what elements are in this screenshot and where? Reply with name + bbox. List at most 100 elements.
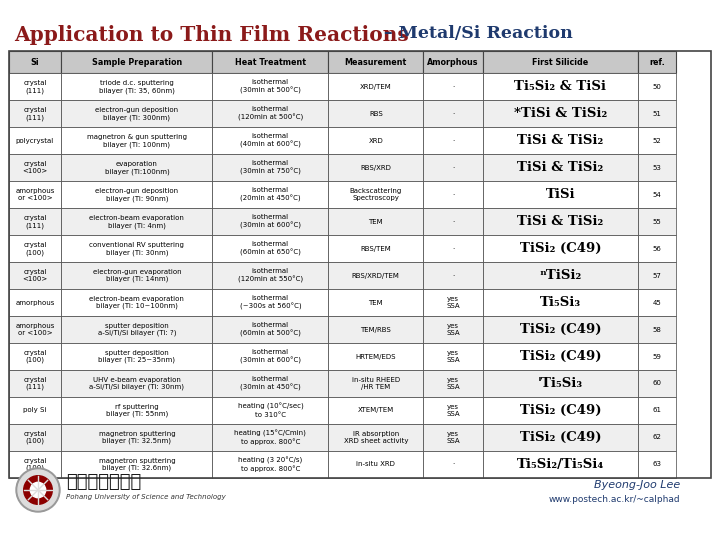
Text: TiSi₂ (C49): TiSi₂ (C49)	[520, 431, 601, 444]
Text: ·: ·	[452, 461, 454, 468]
Text: 58: 58	[652, 327, 662, 333]
Bar	[483, 100, 638, 127]
Bar	[61, 127, 212, 154]
Bar	[9, 181, 61, 208]
Bar	[9, 262, 61, 289]
Text: 51: 51	[652, 111, 662, 117]
Text: 59: 59	[652, 354, 662, 360]
Text: TiSi & TiSi₂: TiSi & TiSi₂	[517, 134, 603, 147]
Bar	[423, 424, 483, 451]
Text: triode d.c. sputtering
bilayer (Ti: 35, 60nm): triode d.c. sputtering bilayer (Ti: 35, …	[99, 80, 175, 93]
Bar	[638, 100, 676, 127]
Bar	[423, 208, 483, 235]
Bar	[638, 289, 676, 316]
Bar	[212, 451, 328, 478]
Bar	[328, 73, 423, 100]
Bar	[483, 235, 638, 262]
Text: crystal
(111): crystal (111)	[23, 80, 47, 93]
Bar	[9, 451, 61, 478]
Bar	[423, 73, 483, 100]
Bar	[483, 289, 638, 316]
Text: Ti₅Si₃: Ti₅Si₃	[540, 296, 581, 309]
Text: electron-gun deposition
bilayer (Ti: 90nm): electron-gun deposition bilayer (Ti: 90n…	[95, 188, 179, 201]
Text: yes
SSA: yes SSA	[446, 431, 460, 444]
Text: RBS: RBS	[369, 111, 383, 117]
Bar	[423, 451, 483, 478]
Text: 55: 55	[652, 219, 661, 225]
Circle shape	[18, 470, 58, 510]
Bar	[483, 370, 638, 397]
Text: amorphous
or <100>: amorphous or <100>	[15, 323, 55, 336]
Bar	[9, 370, 61, 397]
Text: electron-beam evaporation
bilayer (Ti: 4nm): electron-beam evaporation bilayer (Ti: 4…	[89, 215, 184, 228]
Bar	[328, 154, 423, 181]
Bar	[212, 316, 328, 343]
Text: RBS/XRD/TEM: RBS/XRD/TEM	[352, 273, 400, 279]
Bar	[423, 51, 483, 73]
Text: magnetron sputtering
bilayer (Ti: 32.5nm): magnetron sputtering bilayer (Ti: 32.5nm…	[99, 430, 175, 444]
Bar	[61, 343, 212, 370]
Text: TiSi₂ (C49): TiSi₂ (C49)	[520, 242, 601, 255]
Bar	[483, 343, 638, 370]
Text: Measurement: Measurement	[345, 58, 407, 67]
Text: 45: 45	[652, 300, 661, 306]
Bar	[212, 289, 328, 316]
Bar	[638, 451, 676, 478]
Bar	[9, 343, 61, 370]
Text: amorphous
or <100>: amorphous or <100>	[15, 188, 55, 201]
Text: crystal
(111): crystal (111)	[23, 215, 47, 228]
Text: isothermal
(30min at 600°C): isothermal (30min at 600°C)	[240, 349, 301, 364]
Text: sputter deposition
a-Si/Ti/Si bilayer (Ti: ?): sputter deposition a-Si/Ti/Si bilayer (T…	[98, 323, 176, 336]
Bar	[638, 316, 676, 343]
Text: isothermal
(30min at 450°C): isothermal (30min at 450°C)	[240, 376, 301, 391]
Text: ·: ·	[452, 111, 454, 117]
Text: TEM: TEM	[369, 300, 383, 306]
Text: isothermal
(60min at 500°C): isothermal (60min at 500°C)	[240, 322, 301, 337]
Bar	[9, 127, 61, 154]
Bar	[9, 424, 61, 451]
Text: conventional RV sputtering
bilayer (Ti: 30nm): conventional RV sputtering bilayer (Ti: …	[89, 242, 184, 255]
Text: yes
SSA: yes SSA	[446, 323, 460, 336]
Bar	[61, 289, 212, 316]
Text: crystal
<100>: crystal <100>	[22, 161, 48, 174]
Bar	[423, 370, 483, 397]
Bar	[638, 424, 676, 451]
Text: 63: 63	[652, 461, 662, 468]
Text: isothermal
(30min at 600°C): isothermal (30min at 600°C)	[240, 214, 301, 229]
Text: 57: 57	[652, 273, 662, 279]
Bar	[638, 343, 676, 370]
Bar	[483, 262, 638, 289]
Circle shape	[30, 482, 45, 498]
Bar	[61, 424, 212, 451]
Text: ·: ·	[452, 192, 454, 198]
Text: 'Ti₅Si₃: 'Ti₅Si₃	[538, 377, 582, 390]
Bar	[638, 181, 676, 208]
Text: www.postech.ac.kr/~calphad: www.postech.ac.kr/~calphad	[549, 496, 680, 504]
Bar	[328, 370, 423, 397]
Text: RBS/XRD: RBS/XRD	[361, 165, 391, 171]
Text: ·: ·	[452, 219, 454, 225]
Bar	[61, 181, 212, 208]
Bar	[9, 208, 61, 235]
Text: in-situ XRD: in-situ XRD	[356, 461, 395, 468]
Text: 포항공과대학교: 포항공과대학교	[66, 473, 141, 491]
Text: ·: ·	[452, 138, 454, 144]
Text: isothermal
(120min at 500°C): isothermal (120min at 500°C)	[238, 106, 303, 121]
Text: heating (15°C/Cmin)
to approx. 800°C: heating (15°C/Cmin) to approx. 800°C	[235, 430, 306, 445]
Bar	[212, 181, 328, 208]
Bar	[212, 262, 328, 289]
Bar	[423, 316, 483, 343]
Bar	[328, 208, 423, 235]
Text: ·: ·	[452, 84, 454, 90]
Bar	[328, 289, 423, 316]
Bar	[212, 235, 328, 262]
Bar	[9, 235, 61, 262]
Text: crystal
(100): crystal (100)	[23, 242, 47, 255]
Text: XTEM/TEM: XTEM/TEM	[358, 408, 394, 414]
Text: 50: 50	[652, 84, 662, 90]
Bar	[328, 397, 423, 424]
Bar	[328, 127, 423, 154]
Text: Sample Preparation: Sample Preparation	[91, 58, 182, 67]
Text: ⁿTiSi₂: ⁿTiSi₂	[539, 269, 582, 282]
Bar	[61, 451, 212, 478]
